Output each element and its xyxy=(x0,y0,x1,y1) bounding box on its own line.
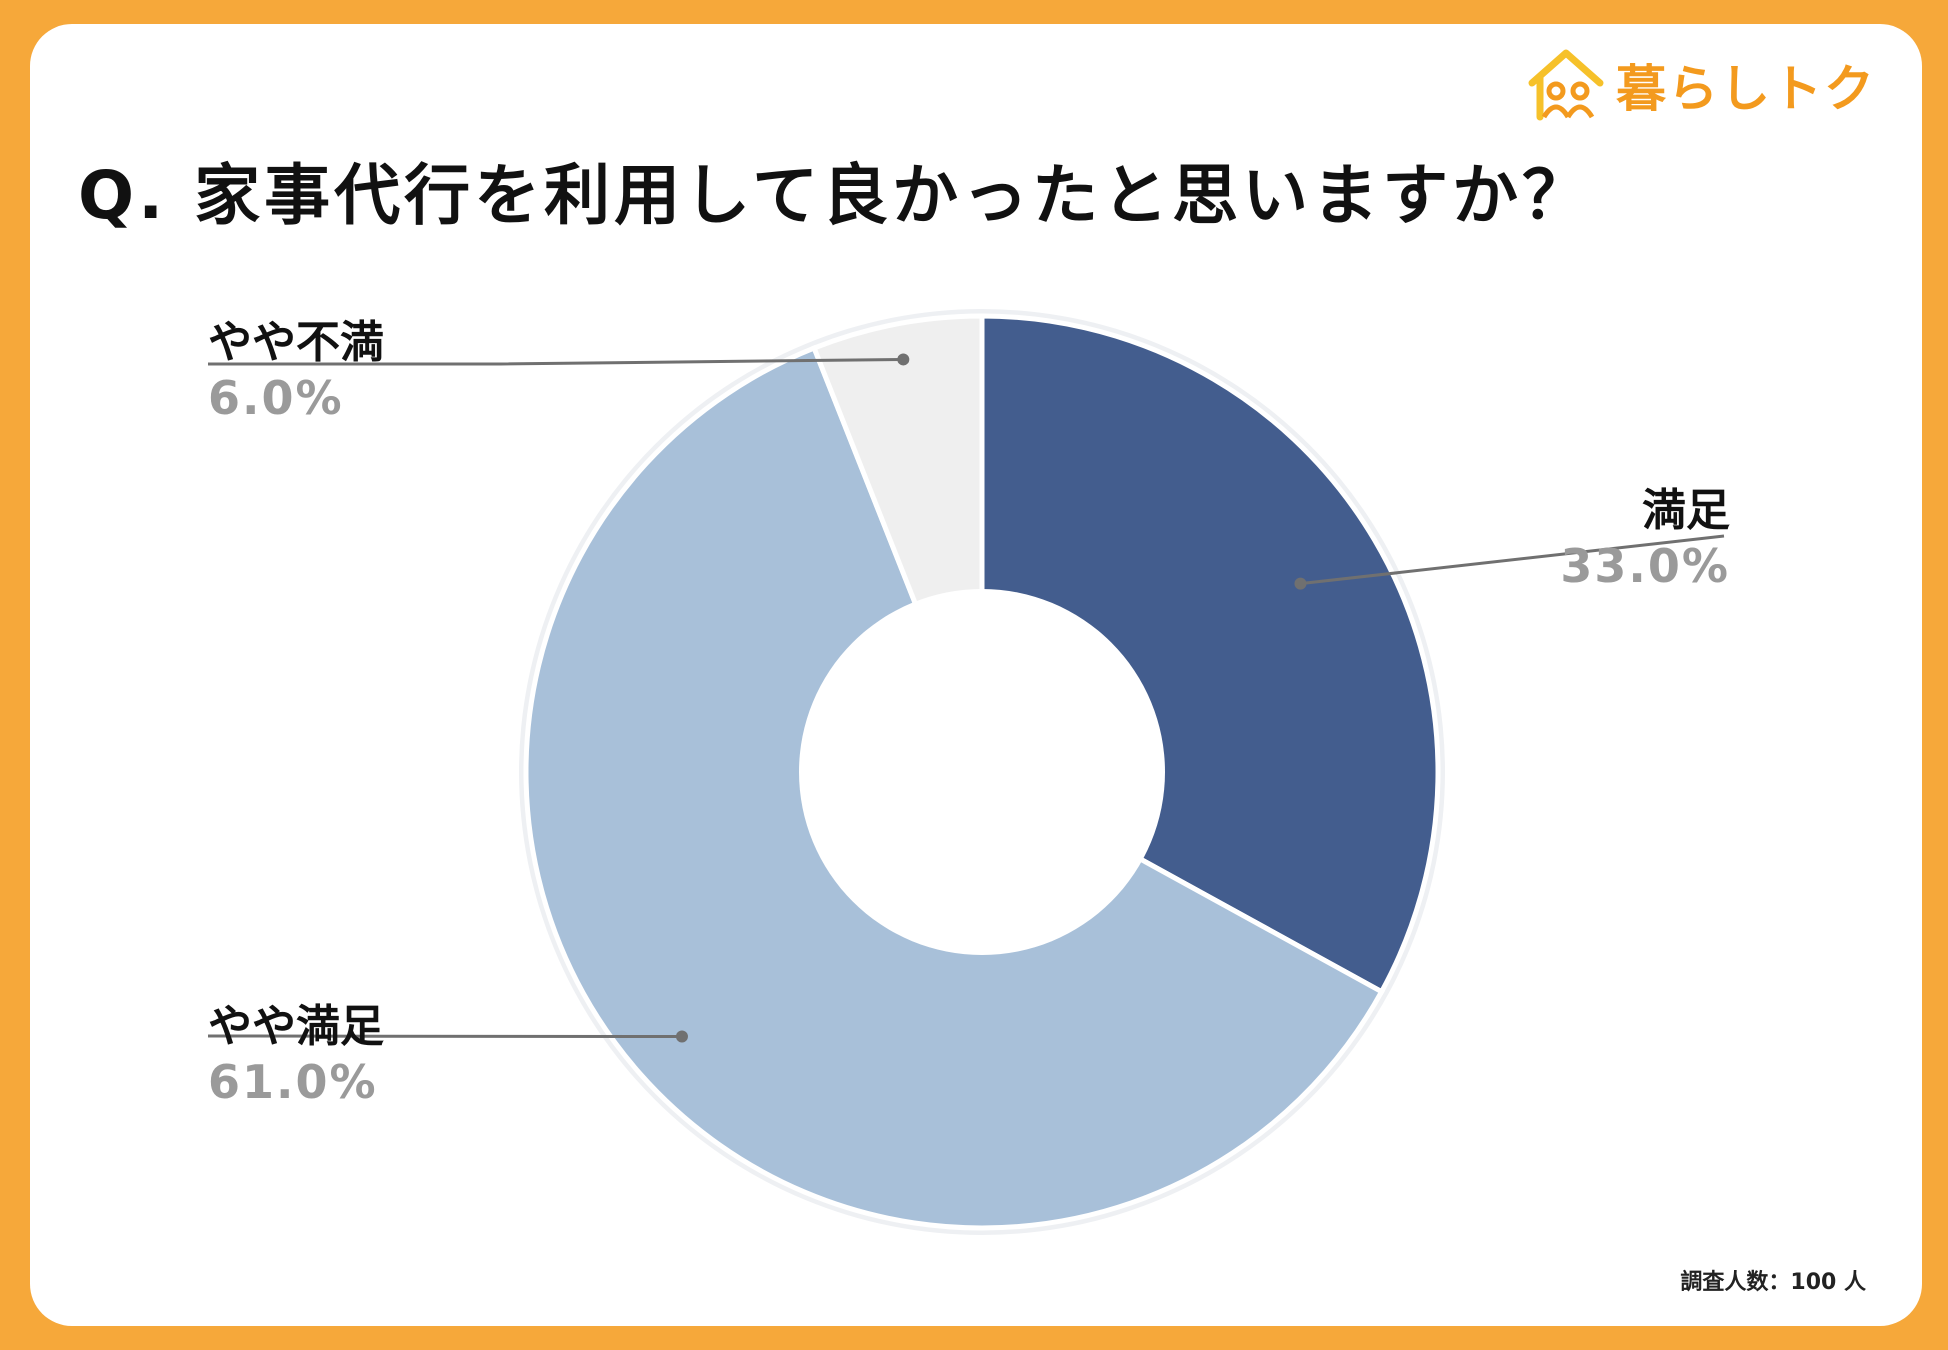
brand-logo: 暮らしトク xyxy=(1526,40,1876,130)
house-family-icon xyxy=(1528,49,1604,121)
logo-text: 暮らしトク xyxy=(1616,60,1876,118)
category-label: やや満足 xyxy=(208,1001,384,1052)
value-label: 6.0% xyxy=(208,371,344,425)
leader-lines xyxy=(207,353,1725,1043)
leader-line-2 xyxy=(207,1034,682,1039)
leader-dot-3 xyxy=(897,353,910,366)
label-manzoku: 満足 33.0% xyxy=(1560,484,1730,594)
leader-line-3 xyxy=(208,357,904,366)
category-label: 満足 xyxy=(1642,485,1730,536)
card: 暮らしトク Q. 家事代行を利用して良かったと思いますか？ 満足 33.0% や… xyxy=(30,24,1922,1326)
donut-hole xyxy=(799,589,1165,955)
label-yaya-fuman: やや不満 6.0% xyxy=(208,316,384,426)
page-title: Q. 家事代行を利用して良かったと思いますか？ xyxy=(78,157,1593,234)
leader-line-1 xyxy=(1300,534,1725,586)
donut-chart xyxy=(207,309,1725,1235)
label-yaya-manzoku: やや満足 61.0% xyxy=(208,1000,384,1110)
category-label: やや不満 xyxy=(208,317,384,368)
leader-dot-1 xyxy=(1294,577,1307,590)
value-label: 33.0% xyxy=(1560,539,1730,593)
sample-size-note: 調査人数：100 人 xyxy=(1680,1270,1866,1295)
value-label: 61.0% xyxy=(208,1055,378,1109)
leader-dot-2 xyxy=(675,1030,688,1043)
